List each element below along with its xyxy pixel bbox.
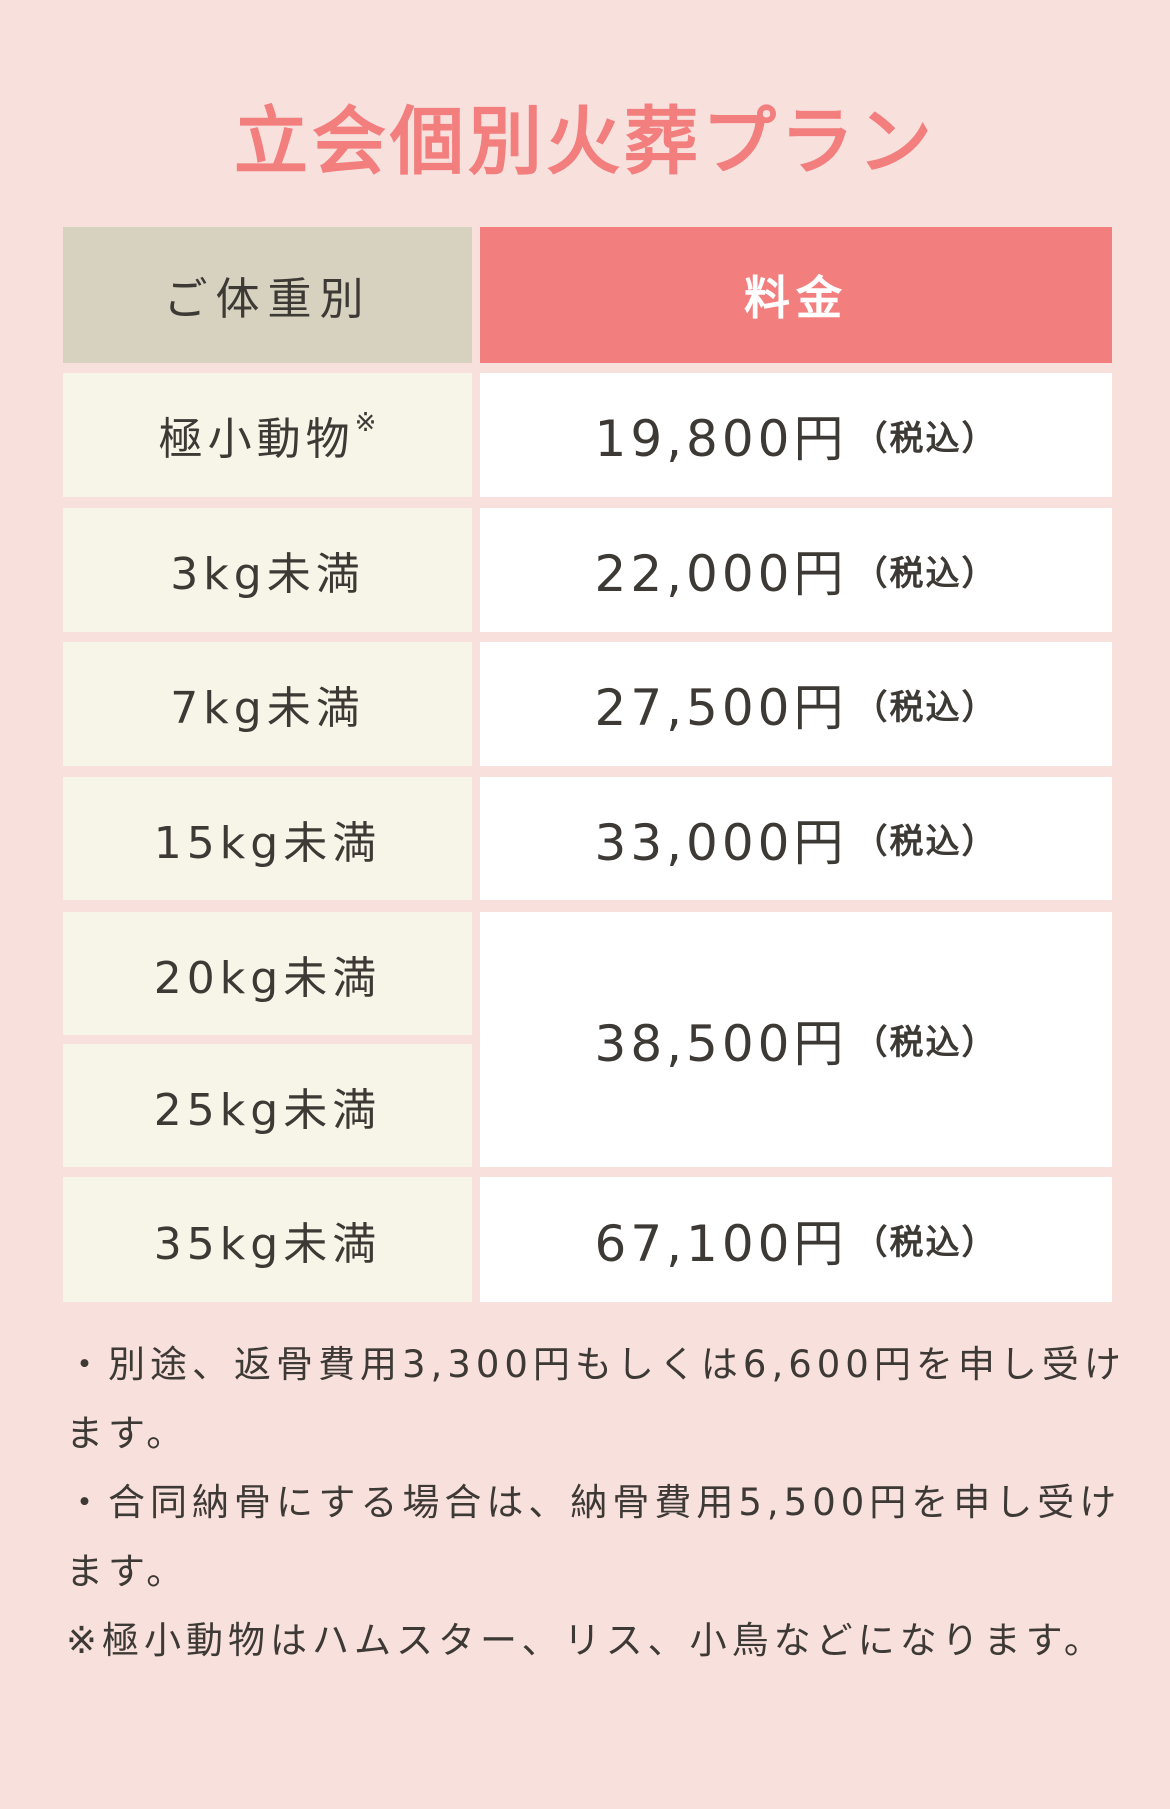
header-weight: ご体重別 [63, 227, 472, 363]
note-joint-burial: ・合同納骨にする場合は、納骨費用5,500円を申し受けます。 [66, 1481, 1122, 1593]
tax-label: （税込） [853, 1023, 998, 1063]
weight-cell: 20kg未満 [63, 912, 472, 1035]
price-value: 22,000円 [594, 545, 848, 603]
weight-cell: 3kg未満 [63, 508, 472, 632]
footnote-mark: ※ [354, 408, 377, 438]
page-title: 立会個別火葬プラン [234, 99, 936, 185]
tax-label: （税込） [853, 1223, 998, 1263]
price-value: 19,800円 [594, 410, 848, 468]
weight-label: 極小動物 [158, 414, 355, 465]
weight-cell: 25kg未満 [63, 1044, 472, 1167]
tax-label: （税込） [853, 822, 998, 862]
price-cell-merged: 38,500円 （税込） [480, 912, 1112, 1167]
weight-cell: 15kg未満 [63, 777, 472, 900]
price-cell: 67,100円 （税込） [480, 1177, 1112, 1302]
price-cell: 19,800円 （税込） [480, 373, 1112, 497]
price-value: 33,000円 [594, 813, 848, 872]
price-value: 27,500円 [594, 679, 848, 737]
header-price: 料金 [480, 227, 1112, 363]
weight-cell: 35kg未満 [63, 1177, 472, 1302]
price-cell: 22,000円 （税込） [480, 508, 1112, 632]
price-value: 67,100円 [594, 1214, 848, 1273]
price-value: 38,500円 [594, 1014, 848, 1073]
tax-label: （税込） [853, 553, 998, 594]
note-small-animals: ※極小動物はハムスター、リス、小鳥などになります。 [66, 1619, 1106, 1662]
note-bone-return: ・別途、返骨費用3,300円もしくは6,600円を申し受けます。 [66, 1343, 1126, 1455]
notes: ・別途、返骨費用3,300円もしくは6,600円を申し受けます。 ・合同納骨にす… [66, 1330, 1126, 1670]
price-cell: 33,000円 （税込） [480, 777, 1112, 900]
tax-label: （税込） [853, 687, 998, 728]
weight-cell: 極小動物 ※ [63, 373, 472, 497]
tax-label: （税込） [853, 418, 998, 459]
price-cell: 27,500円 （税込） [480, 642, 1112, 766]
weight-cell: 7kg未満 [63, 642, 472, 766]
